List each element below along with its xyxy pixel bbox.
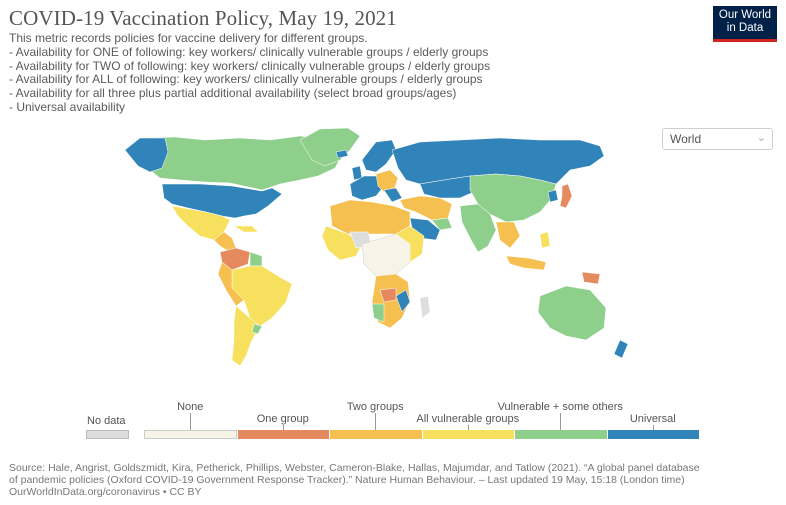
legend-label: One group xyxy=(256,413,309,425)
map-legend: No data None One group Two groups All vulner… xyxy=(0,395,786,445)
source-line: of pandemic policies (Oxford COVID-19 Go… xyxy=(9,474,685,486)
map-region-korea[interactable] xyxy=(547,189,559,203)
map-region-north-africa[interactable] xyxy=(329,199,411,235)
legend-swatch-no-data[interactable] xyxy=(86,430,129,439)
legend-tick xyxy=(467,425,469,430)
logo-accent xyxy=(713,39,777,42)
subtitle-line: - Availability for TWO of following: key… xyxy=(9,58,491,73)
map-region-iceland[interactable] xyxy=(335,149,349,159)
map-region-kazakhstan[interactable] xyxy=(419,175,479,199)
source-note: Source: Hale, Angrist, Goldszmidt, Kira,… xyxy=(9,462,779,498)
map-region-caribbean[interactable] xyxy=(233,225,259,233)
legend-swatch[interactable] xyxy=(606,430,699,439)
legend-tick xyxy=(652,425,654,430)
region-select[interactable]: World ⌄ xyxy=(662,128,773,150)
subtitle-line: - Availability for ONE of following: key… xyxy=(9,44,489,59)
legend-swatch[interactable] xyxy=(329,430,422,439)
map-region-australia[interactable] xyxy=(537,285,607,341)
legend-swatch[interactable] xyxy=(144,430,237,439)
region-select-value: World xyxy=(670,132,702,146)
subtitle-line: - Universal availability xyxy=(9,99,126,114)
legend-label: Two groups xyxy=(346,401,404,413)
legend-swatch[interactable] xyxy=(421,430,514,439)
legend-tick xyxy=(560,413,562,430)
legend-swatch[interactable] xyxy=(514,430,607,439)
legend-label: Universal xyxy=(629,413,676,425)
map-region-philippines[interactable] xyxy=(539,231,551,249)
legend-label: None xyxy=(177,401,204,413)
subtitle-line: This metric records policies for vaccine… xyxy=(9,31,368,45)
legend-label-no-data: No data xyxy=(87,415,126,427)
chart-title: COVID-19 Vaccination Policy, May 19, 202… xyxy=(9,6,397,30)
owid-logo[interactable]: Our World in Data xyxy=(713,6,777,42)
map-region-namibia[interactable] xyxy=(371,303,385,323)
map-region-gulf[interactable] xyxy=(431,217,453,231)
map-region-japan[interactable] xyxy=(559,183,573,209)
map-region-south-asia[interactable] xyxy=(459,203,497,253)
map-region-peru-bolivia[interactable] xyxy=(217,261,245,307)
map-region-argentina-chile[interactable] xyxy=(231,305,261,367)
source-line: Source: Hale, Angrist, Goldszmidt, Kira,… xyxy=(9,462,700,474)
legend-label: Vulnerable + some others xyxy=(497,401,623,413)
map-region-greenland[interactable] xyxy=(299,127,361,167)
map-region-zambia[interactable] xyxy=(379,287,397,303)
map-region-southeast-asia[interactable] xyxy=(495,221,521,249)
map-region-east-africa[interactable] xyxy=(395,225,425,263)
logo-line: Our World xyxy=(718,9,772,21)
logo-line: in Data xyxy=(726,22,764,34)
map-region-alaska[interactable] xyxy=(124,137,169,173)
map-region-papua[interactable] xyxy=(581,271,601,285)
source-line: OurWorldInData.org/coronavirus • CC BY xyxy=(9,486,202,498)
map-region-west-europe[interactable] xyxy=(349,175,385,201)
map-region-new-zealand[interactable] xyxy=(613,339,629,359)
world-map xyxy=(124,127,629,367)
map-region-guianas[interactable] xyxy=(249,251,263,267)
map-region-usa[interactable] xyxy=(161,183,283,219)
map-region-west-africa[interactable] xyxy=(321,225,363,261)
chevron-down-icon: ⌄ xyxy=(756,132,766,144)
subtitle-line: - Availability for all three plus partia… xyxy=(9,86,457,101)
legend-swatch[interactable] xyxy=(236,430,329,439)
legend-tick xyxy=(375,413,377,430)
legend-label: All vulnerable groups xyxy=(416,413,520,425)
map-region-mozambique[interactable] xyxy=(395,289,411,313)
map-region-canada-alaska[interactable] xyxy=(124,135,346,191)
map-region-indonesia[interactable] xyxy=(505,255,547,271)
subtitle-line: - Availability for ALL of following: key… xyxy=(9,72,483,87)
chart-subtitle: This metric records policies for vaccine… xyxy=(9,31,609,115)
map-region-balkans[interactable] xyxy=(383,187,403,203)
map-region-uruguay[interactable] xyxy=(251,323,263,335)
map-region-madagascar[interactable] xyxy=(419,295,431,319)
legend-tick xyxy=(282,425,284,430)
map-region-scandinavia[interactable] xyxy=(361,139,397,173)
legend-tick xyxy=(190,413,192,430)
